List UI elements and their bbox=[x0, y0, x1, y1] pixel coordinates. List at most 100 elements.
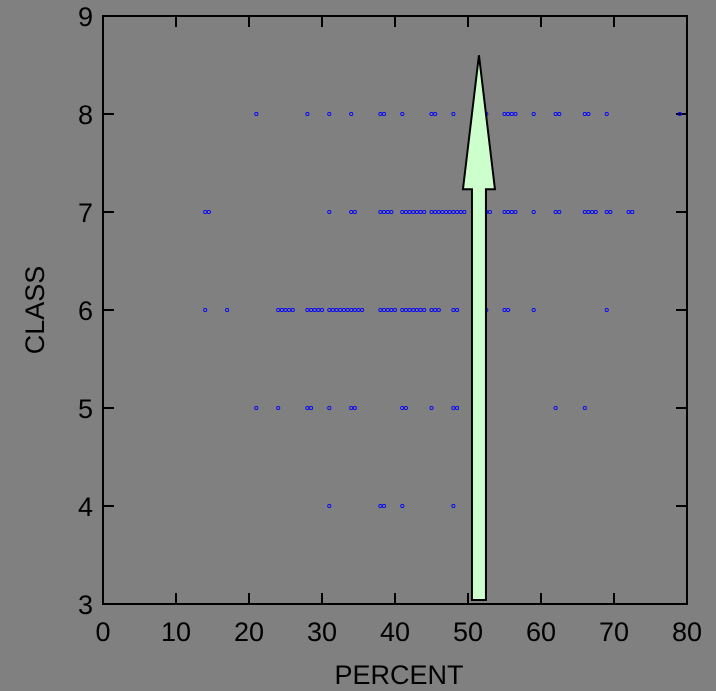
y-tick-label: 6 bbox=[78, 296, 93, 326]
data-point bbox=[327, 503, 332, 509]
data-point bbox=[458, 209, 463, 215]
plot-area-frame bbox=[102, 15, 688, 605]
data-point bbox=[440, 209, 445, 215]
data-point bbox=[582, 405, 587, 411]
trend-arrow bbox=[461, 55, 497, 601]
data-point bbox=[385, 209, 390, 215]
data-point bbox=[436, 307, 441, 313]
data-point bbox=[513, 209, 518, 215]
data-point bbox=[531, 209, 536, 215]
data-point bbox=[283, 307, 288, 313]
data-point bbox=[531, 111, 536, 117]
data-point bbox=[349, 307, 354, 313]
data-point bbox=[557, 209, 562, 215]
data-point bbox=[407, 209, 412, 215]
data-point bbox=[454, 405, 460, 411]
data-point bbox=[429, 111, 434, 117]
x-tick-label: 80 bbox=[672, 617, 702, 647]
data-point bbox=[590, 209, 595, 215]
data-point bbox=[316, 307, 321, 313]
data-point bbox=[341, 307, 346, 313]
x-tick-label: 0 bbox=[95, 617, 110, 647]
data-point bbox=[418, 209, 423, 215]
data-point bbox=[487, 209, 492, 215]
data-point bbox=[604, 111, 609, 117]
x-tick-label: 70 bbox=[599, 617, 629, 647]
data-point bbox=[305, 405, 310, 411]
y-tick-label: 5 bbox=[78, 394, 93, 424]
data-point bbox=[677, 111, 682, 117]
data-point bbox=[334, 307, 339, 313]
data-point bbox=[582, 209, 587, 215]
data-point bbox=[400, 405, 405, 411]
data-point bbox=[385, 307, 390, 313]
data-point bbox=[203, 307, 208, 313]
data-point bbox=[630, 209, 635, 215]
data-point bbox=[451, 111, 456, 117]
data-point bbox=[400, 503, 405, 509]
data-point bbox=[345, 307, 350, 313]
data-point bbox=[462, 209, 467, 215]
data-point bbox=[429, 405, 434, 411]
data-point bbox=[352, 307, 357, 313]
data-point bbox=[381, 503, 387, 509]
data-point bbox=[604, 307, 609, 313]
data-point bbox=[429, 209, 434, 215]
data-point bbox=[305, 307, 310, 313]
data-point bbox=[553, 111, 558, 117]
data-point bbox=[381, 209, 387, 215]
x-tick-label: 20 bbox=[234, 617, 264, 647]
data-point bbox=[279, 307, 284, 313]
data-point bbox=[553, 209, 558, 215]
data-point bbox=[502, 307, 507, 313]
data-point bbox=[276, 405, 281, 411]
data-point bbox=[509, 111, 514, 117]
y-tick-label: 4 bbox=[78, 492, 93, 522]
data-point bbox=[349, 209, 354, 215]
data-point bbox=[586, 209, 591, 215]
y-axis-title: CLASS bbox=[20, 266, 50, 355]
data-point bbox=[403, 405, 409, 411]
data-point bbox=[400, 111, 405, 117]
data-point bbox=[392, 307, 398, 313]
arrow-shape bbox=[461, 55, 497, 601]
data-point bbox=[308, 405, 314, 411]
data-point bbox=[626, 209, 631, 215]
data-point bbox=[454, 307, 460, 313]
data-point bbox=[327, 111, 332, 117]
data-point bbox=[414, 307, 419, 313]
data-point bbox=[582, 111, 587, 117]
data-point bbox=[502, 209, 507, 215]
data-point bbox=[509, 209, 514, 215]
data-point bbox=[352, 209, 357, 215]
data-point bbox=[407, 307, 412, 313]
data-point bbox=[429, 307, 434, 313]
data-point bbox=[389, 307, 394, 313]
y-tick-label: 3 bbox=[78, 590, 93, 620]
y-tick-label: 9 bbox=[78, 2, 93, 32]
data-point bbox=[287, 307, 292, 313]
data-point bbox=[411, 209, 416, 215]
data-point bbox=[381, 307, 387, 313]
data-point bbox=[454, 209, 460, 215]
data-point bbox=[290, 307, 295, 313]
data-point bbox=[444, 209, 449, 215]
axis-ticks bbox=[103, 16, 687, 604]
data-point bbox=[276, 307, 281, 313]
data-point bbox=[349, 111, 354, 117]
data-point bbox=[586, 111, 591, 117]
data-point bbox=[608, 209, 613, 215]
x-tick-label: 10 bbox=[161, 617, 191, 647]
data-point bbox=[414, 209, 419, 215]
data-point bbox=[225, 307, 230, 313]
data-points bbox=[203, 111, 682, 509]
data-point bbox=[506, 209, 511, 215]
x-axis-title: PERCENT bbox=[334, 660, 463, 690]
x-tick-label: 60 bbox=[526, 617, 556, 647]
data-point bbox=[447, 209, 452, 215]
data-point bbox=[378, 307, 383, 313]
data-point bbox=[305, 111, 310, 117]
data-point bbox=[506, 307, 511, 313]
data-point bbox=[557, 111, 562, 117]
